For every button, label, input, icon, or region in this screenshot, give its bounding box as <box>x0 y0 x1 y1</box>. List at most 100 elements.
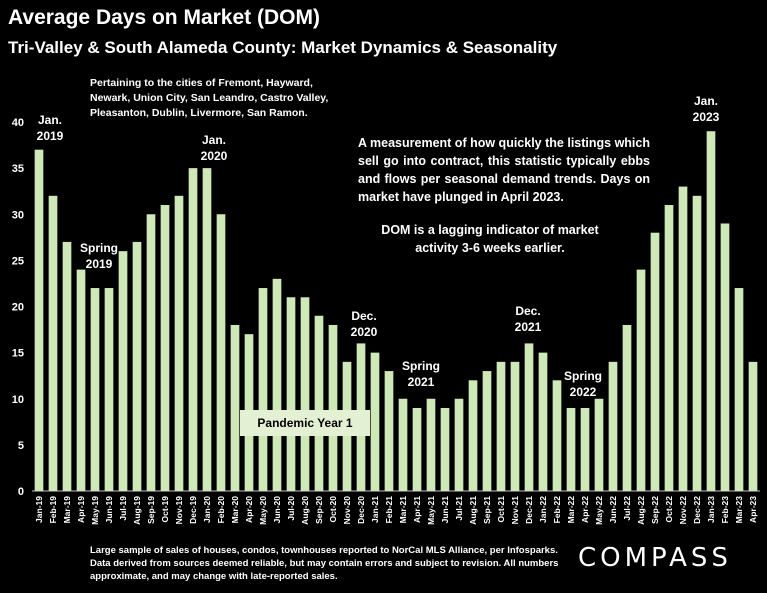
bar-apr-21 <box>412 407 422 491</box>
pandemic-year-label: Pandemic Year 1 <box>240 410 370 436</box>
bar-jul-20 <box>286 297 296 491</box>
bar-oct-22 <box>664 205 674 491</box>
bar-jan-21 <box>370 352 380 492</box>
x-tick-label: Apr-20 <box>244 496 254 523</box>
bar-jul-21 <box>454 398 464 491</box>
x-tick-label: Dec-22 <box>692 496 702 524</box>
lagging-indicator-note: DOM is a lagging indicator of market act… <box>381 223 599 255</box>
page-title: Average Days on Market (DOM) <box>8 6 320 29</box>
y-tick-label: 5 <box>18 440 24 452</box>
bar-apr-23 <box>748 361 758 491</box>
x-tick-label: Sep-22 <box>650 496 660 524</box>
x-tick-label: Jul-21 <box>454 496 464 521</box>
x-tick-label: Oct-20 <box>328 496 338 523</box>
x-tick-label: Apr-21 <box>412 496 422 523</box>
annotation-dec-2021: Dec. 2021 <box>514 304 542 334</box>
x-tick-label: Dec-21 <box>524 496 534 524</box>
x-tick-label: Feb-19 <box>48 496 58 524</box>
y-tick-label: 25 <box>12 255 24 267</box>
x-tick-label: Oct-19 <box>160 496 170 523</box>
bar-dec-19 <box>188 168 198 492</box>
x-tick-label: Jan-19 <box>34 496 44 523</box>
annotation-dec-2020: Dec. 2020 <box>350 309 378 339</box>
y-tick-label: 20 <box>12 302 24 314</box>
bar-feb-22 <box>552 380 562 491</box>
x-tick-label: Oct-21 <box>496 496 506 523</box>
bar-mar-22 <box>566 407 576 491</box>
bar-nov-21 <box>510 361 520 491</box>
bar-dec-21 <box>524 343 534 491</box>
bar-aug-19 <box>132 241 142 491</box>
x-tick-label: Jun-21 <box>440 496 450 524</box>
x-tick-label: Aug-20 <box>300 496 310 525</box>
bar-oct-19 <box>160 205 170 491</box>
annotation-spring-2019: Spring 2019 <box>80 241 118 271</box>
bar-jun-20 <box>272 278 282 491</box>
bar-jan-19 <box>34 149 44 491</box>
x-tick-label: Mar-22 <box>566 496 576 524</box>
x-tick-label: Apr-23 <box>748 496 758 523</box>
bar-feb-23 <box>720 223 730 492</box>
bar-may-22 <box>594 398 604 491</box>
x-tick-label: Jul-20 <box>286 496 296 521</box>
bar-mar-20 <box>230 324 240 491</box>
bar-may-19 <box>90 288 100 491</box>
bar-sep-19 <box>146 214 156 491</box>
x-tick-label: Jun-19 <box>104 496 114 524</box>
x-tick-label: Dec-20 <box>356 496 366 524</box>
x-tick-label: Jan-21 <box>370 496 380 523</box>
bar-mar-23 <box>734 288 744 491</box>
bar-jul-22 <box>622 324 632 491</box>
x-tick-label: Jun-22 <box>608 496 618 524</box>
bar-feb-20 <box>216 214 226 491</box>
x-tick-label: Sep-20 <box>314 496 324 524</box>
bar-sep-20 <box>314 315 324 491</box>
x-tick-label: Mar-20 <box>230 496 240 524</box>
x-tick-label: Feb-21 <box>384 496 394 524</box>
x-tick-label: Apr-22 <box>580 496 590 523</box>
source-footnote: Large sample of sales of houses, condos,… <box>90 545 559 582</box>
bar-jun-21 <box>440 407 450 491</box>
page-subtitle: Tri-Valley & South Alameda County: Marke… <box>8 38 558 57</box>
y-tick-label: 10 <box>12 394 24 406</box>
y-tick-label: 30 <box>12 209 24 221</box>
bar-jan-20 <box>202 168 212 492</box>
x-tick-label: Jan-23 <box>706 496 716 523</box>
x-tick-label: Feb-23 <box>720 496 730 524</box>
bar-sep-22 <box>650 232 660 491</box>
x-tick-label: Aug-19 <box>132 496 142 525</box>
annotation-jan-2019: Jan. 2019 <box>36 113 64 143</box>
x-tick-label: Jul-19 <box>118 496 128 521</box>
compass-logo: COMPASS <box>578 543 732 573</box>
bar-mar-21 <box>398 398 408 491</box>
x-tick-label: Dec-19 <box>188 496 198 524</box>
x-tick-label: Feb-20 <box>216 496 226 524</box>
bar-jun-19 <box>104 288 114 491</box>
x-tick-label: May-20 <box>258 496 268 525</box>
y-tick-label: 0 <box>18 486 24 498</box>
x-tick-label: Mar-23 <box>734 496 744 524</box>
y-tick-label: 35 <box>12 163 24 175</box>
bar-jan-23 <box>706 131 716 492</box>
x-tick-label: Aug-22 <box>636 496 646 525</box>
x-tick-label: Oct-22 <box>664 496 674 523</box>
bar-may-21 <box>426 398 436 491</box>
bar-feb-21 <box>384 371 394 491</box>
bar-mar-19 <box>62 241 72 491</box>
x-tick-label: May-19 <box>90 496 100 525</box>
x-tick-label: May-22 <box>594 496 604 525</box>
annotation-jan-2023: Jan. 2023 <box>692 94 720 124</box>
x-tick-label: May-21 <box>426 496 436 525</box>
x-tick-label: Jul-22 <box>622 496 632 521</box>
bar-aug-21 <box>468 380 478 491</box>
x-tick-label: Jan-20 <box>202 496 212 523</box>
x-tick-label: Apr-19 <box>76 496 86 523</box>
x-tick-label: Mar-21 <box>398 496 408 524</box>
bar-jan-22 <box>538 352 548 492</box>
annotation-jan-2020: Jan. 2020 <box>200 133 228 163</box>
bar-may-20 <box>258 288 268 491</box>
bar-aug-22 <box>636 269 646 491</box>
bar-dec-22 <box>692 195 702 492</box>
cities-note: Pertaining to the cities of Fremont, Hay… <box>90 77 329 119</box>
